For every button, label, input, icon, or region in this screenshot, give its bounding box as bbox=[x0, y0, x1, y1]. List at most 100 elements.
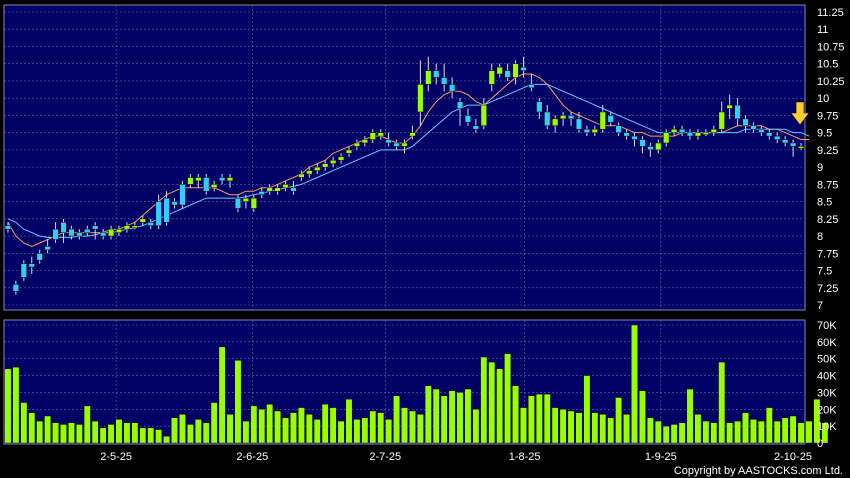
volume-bar bbox=[75, 424, 83, 444]
volume-bar bbox=[440, 395, 448, 444]
candle-down bbox=[28, 263, 35, 268]
volume-bar bbox=[12, 366, 20, 444]
volume-bar bbox=[742, 412, 749, 444]
volume-bar bbox=[726, 422, 734, 444]
candle-down bbox=[575, 118, 583, 130]
volume-tick-label: 10K bbox=[817, 421, 837, 433]
volume-bar bbox=[194, 419, 202, 444]
price-tick-label: 8 bbox=[817, 231, 823, 243]
volume-tick-label: 40K bbox=[817, 371, 837, 383]
candle-down bbox=[742, 118, 749, 127]
volume-bar bbox=[670, 424, 678, 444]
candle-down bbox=[686, 132, 694, 137]
volume-bar bbox=[488, 361, 496, 444]
candle-up bbox=[139, 218, 146, 223]
candle-up bbox=[663, 132, 670, 144]
price-tick-label: 7.5 bbox=[817, 266, 832, 278]
candle-down bbox=[520, 66, 527, 71]
candle-down bbox=[385, 139, 392, 144]
candle-down bbox=[774, 135, 781, 140]
volume-bar bbox=[91, 420, 99, 444]
volume-bar bbox=[472, 409, 480, 444]
volume-bar bbox=[266, 404, 274, 444]
candle-down bbox=[734, 104, 741, 120]
volume-bar bbox=[789, 415, 797, 444]
candle-down bbox=[155, 201, 162, 226]
candle-up bbox=[306, 170, 313, 175]
candle-down bbox=[456, 101, 464, 109]
price-tick-label: 10 bbox=[817, 93, 829, 105]
volume-bar bbox=[559, 409, 567, 444]
volume-bar bbox=[353, 419, 361, 444]
candle-up bbox=[131, 225, 138, 228]
candle-down bbox=[639, 139, 646, 147]
volume-bar bbox=[639, 390, 646, 444]
candle-down bbox=[92, 225, 99, 230]
candle-down bbox=[60, 222, 67, 233]
volume-tick-label: 70K bbox=[817, 320, 837, 332]
candle-up bbox=[671, 128, 678, 133]
volume-bar bbox=[686, 388, 694, 444]
price-tick-label: 11.25 bbox=[817, 7, 844, 19]
candle-down bbox=[36, 253, 43, 261]
volume-bar bbox=[250, 405, 258, 444]
candle-down bbox=[631, 135, 638, 140]
candle-up bbox=[496, 66, 503, 75]
volume-bar bbox=[107, 424, 115, 444]
volume-bar bbox=[551, 407, 559, 444]
candle-up bbox=[417, 84, 424, 113]
volume-bar bbox=[83, 405, 91, 444]
volume-bar bbox=[52, 422, 59, 444]
volume-bar bbox=[99, 427, 107, 444]
candle-down bbox=[52, 228, 59, 240]
x-axis-ticks: 2-5-25 2-6-25 2-7-25 1-8-25 1-9-25 2-10-25 bbox=[100, 451, 812, 463]
x-tick-label: 1-9-25 bbox=[645, 451, 677, 463]
candle-up bbox=[187, 177, 194, 185]
candle-up bbox=[797, 146, 805, 149]
volume-bar bbox=[4, 368, 12, 444]
volume-bar bbox=[36, 420, 44, 444]
candle-down bbox=[76, 232, 83, 237]
volume-bar bbox=[805, 420, 813, 444]
volume-bar bbox=[631, 324, 638, 444]
candle-down bbox=[623, 132, 630, 137]
volume-bar bbox=[202, 422, 210, 444]
candlesticks bbox=[4, 56, 805, 295]
price-tick-label: 9.75 bbox=[817, 110, 838, 122]
volume-bar bbox=[765, 407, 773, 444]
candle-up bbox=[107, 228, 115, 237]
volume-bar bbox=[567, 410, 575, 444]
candle-down bbox=[448, 84, 456, 92]
volume-bar bbox=[654, 420, 662, 444]
volume-bar bbox=[337, 420, 345, 444]
candle-up bbox=[330, 159, 337, 164]
x-tick-label: 2-6-25 bbox=[236, 451, 268, 463]
volume-bar bbox=[369, 410, 377, 444]
price-tick-label: 7.25 bbox=[817, 283, 838, 295]
copyright-text: Copyright by AASTOCKS.com Ltd. bbox=[674, 465, 843, 477]
candle-down bbox=[472, 125, 479, 130]
volume-bar bbox=[234, 360, 242, 444]
candle-down bbox=[441, 77, 448, 85]
candle-up bbox=[314, 166, 321, 171]
volume-bar bbox=[321, 404, 329, 444]
volume-tick-label: 30K bbox=[817, 387, 837, 399]
candle-down bbox=[179, 184, 186, 206]
candle-up bbox=[718, 111, 725, 130]
volume-bar bbox=[591, 412, 599, 444]
volume-bar bbox=[115, 419, 123, 444]
volume-bar bbox=[44, 415, 51, 444]
volume-bar bbox=[242, 420, 250, 444]
candle-down bbox=[750, 125, 757, 130]
volume-bar bbox=[734, 420, 741, 444]
candle-up bbox=[599, 111, 606, 130]
volume-tick-label: 20K bbox=[817, 404, 837, 416]
price-tick-label: 8.25 bbox=[817, 214, 838, 226]
candle-down bbox=[583, 128, 591, 133]
candle-up bbox=[274, 187, 281, 192]
candle-down bbox=[44, 246, 51, 251]
candle-down bbox=[544, 111, 551, 127]
candle-up bbox=[552, 118, 559, 127]
volume-bar bbox=[813, 398, 821, 444]
